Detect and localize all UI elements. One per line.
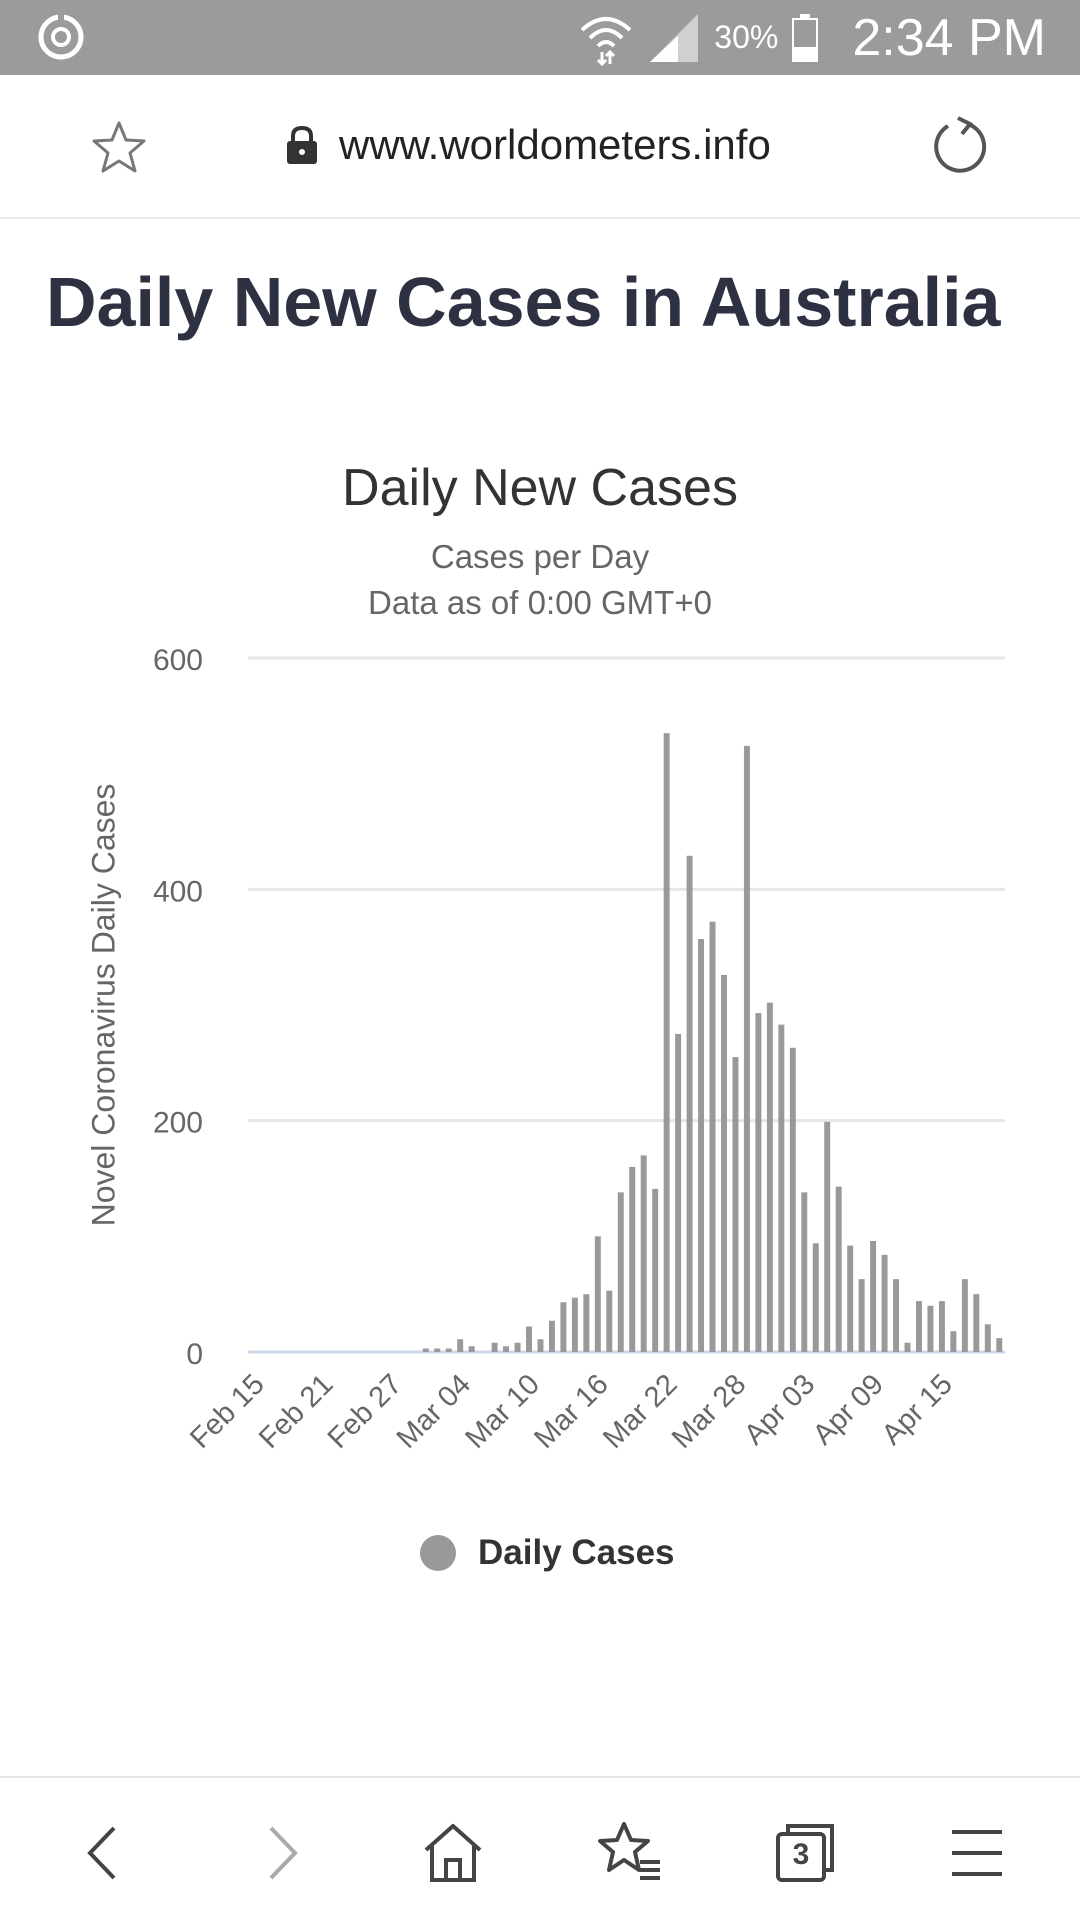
legend-label: Daily Cases bbox=[478, 1533, 675, 1572]
bar bbox=[675, 1033, 682, 1352]
bar bbox=[789, 1047, 796, 1352]
bookmarks-icon[interactable] bbox=[594, 1818, 664, 1888]
bar bbox=[434, 1348, 441, 1352]
bar bbox=[491, 1342, 498, 1352]
bottom-navigation: 3 bbox=[0, 1776, 1080, 1920]
bar bbox=[984, 1324, 991, 1352]
bar bbox=[996, 1338, 1003, 1352]
bar bbox=[743, 745, 750, 1352]
menu-icon[interactable] bbox=[942, 1818, 1012, 1888]
x-tick-label: Mar 28 bbox=[666, 1368, 752, 1454]
legend[interactable]: Daily Cases bbox=[420, 1533, 675, 1573]
page-title: Daily New Cases in Australia bbox=[46, 263, 1001, 341]
y-tick-label: 200 bbox=[153, 1107, 203, 1140]
bar bbox=[893, 1279, 900, 1352]
x-tick-label: Mar 22 bbox=[597, 1368, 683, 1454]
daily-cases-chart: Daily New Cases Cases per Day Data as of… bbox=[0, 440, 1080, 1610]
bar bbox=[801, 1192, 808, 1352]
bar bbox=[755, 1013, 762, 1352]
bar bbox=[778, 1024, 785, 1352]
tabs-count: 3 bbox=[792, 1838, 810, 1871]
chart-subtitle-line-2: Data as of 0:00 GMT+0 bbox=[368, 584, 712, 621]
bar bbox=[560, 1302, 567, 1352]
signal-icon bbox=[650, 13, 699, 62]
lock-icon bbox=[287, 125, 317, 164]
bar bbox=[571, 1297, 578, 1352]
bar bbox=[881, 1254, 888, 1352]
tabs-icon bbox=[776, 1824, 834, 1882]
chart-subtitle-line-1: Cases per Day bbox=[430, 538, 650, 575]
bar bbox=[973, 1294, 980, 1352]
wifi-icon bbox=[580, 16, 632, 66]
y-tick-label: 400 bbox=[153, 875, 203, 908]
bar bbox=[526, 1326, 532, 1352]
bar bbox=[445, 1348, 452, 1352]
x-tick-label: Mar 10 bbox=[460, 1368, 546, 1454]
battery-percent: 30% bbox=[714, 19, 779, 55]
address-bar[interactable]: www.worldometers.info bbox=[285, 115, 771, 175]
bar bbox=[606, 1290, 613, 1352]
bar bbox=[514, 1342, 521, 1352]
x-tick-label: Apr 03 bbox=[738, 1368, 821, 1451]
bar bbox=[594, 1236, 601, 1352]
bar bbox=[858, 1279, 865, 1352]
browser-toolbar: www.worldometers.info bbox=[0, 75, 1080, 219]
bar bbox=[503, 1346, 510, 1352]
bar bbox=[709, 921, 716, 1352]
bar bbox=[950, 1331, 957, 1352]
bar bbox=[721, 974, 727, 1352]
x-tick-label: Mar 04 bbox=[391, 1368, 477, 1454]
back-icon[interactable] bbox=[70, 1818, 140, 1888]
bar bbox=[824, 1121, 831, 1352]
bar bbox=[904, 1342, 911, 1352]
battery-icon bbox=[792, 13, 819, 62]
bar bbox=[847, 1245, 854, 1352]
x-tick-label: Apr 15 bbox=[876, 1368, 959, 1451]
home-icon[interactable] bbox=[418, 1818, 488, 1888]
sync-icon bbox=[38, 14, 84, 60]
x-tick-label: Feb 21 bbox=[253, 1368, 339, 1454]
bar bbox=[812, 1243, 819, 1352]
x-tick-label: Feb 15 bbox=[184, 1368, 270, 1454]
clock: 2:34 PM bbox=[852, 8, 1046, 67]
bar bbox=[457, 1339, 464, 1352]
url-text: www.worldometers.info bbox=[339, 121, 771, 168]
x-tick-label: Mar 16 bbox=[528, 1368, 614, 1454]
bar bbox=[766, 1002, 773, 1352]
x-tick-label: Feb 27 bbox=[322, 1368, 408, 1454]
x-tick-label: Apr 09 bbox=[807, 1368, 890, 1451]
forward-icon[interactable] bbox=[245, 1818, 315, 1888]
tabs-button[interactable]: 3 bbox=[770, 1818, 840, 1888]
bar bbox=[835, 1186, 842, 1352]
bar bbox=[927, 1305, 934, 1352]
bar bbox=[617, 1192, 624, 1352]
legend-marker bbox=[420, 1535, 456, 1571]
status-bar: 30% 2:34 PM bbox=[0, 0, 1080, 75]
bar bbox=[698, 939, 705, 1352]
bar bbox=[548, 1320, 555, 1352]
bar bbox=[938, 1301, 945, 1352]
bar bbox=[870, 1240, 877, 1352]
bar bbox=[686, 855, 693, 1352]
bar bbox=[663, 733, 670, 1352]
bar bbox=[583, 1294, 590, 1352]
bar bbox=[652, 1188, 659, 1352]
bar bbox=[629, 1166, 636, 1352]
bar bbox=[537, 1339, 544, 1352]
bar bbox=[468, 1346, 475, 1352]
bar bbox=[915, 1301, 922, 1352]
bookmark-star-icon[interactable] bbox=[90, 119, 148, 177]
bar bbox=[732, 1057, 739, 1352]
bar bbox=[422, 1348, 429, 1352]
reload-icon[interactable] bbox=[930, 116, 992, 178]
bar bbox=[640, 1155, 647, 1352]
chart-title: Daily New Cases bbox=[342, 459, 738, 517]
y-tick-label: 0 bbox=[186, 1338, 203, 1371]
y-tick-label: 600 bbox=[153, 644, 203, 677]
bar bbox=[961, 1279, 968, 1352]
